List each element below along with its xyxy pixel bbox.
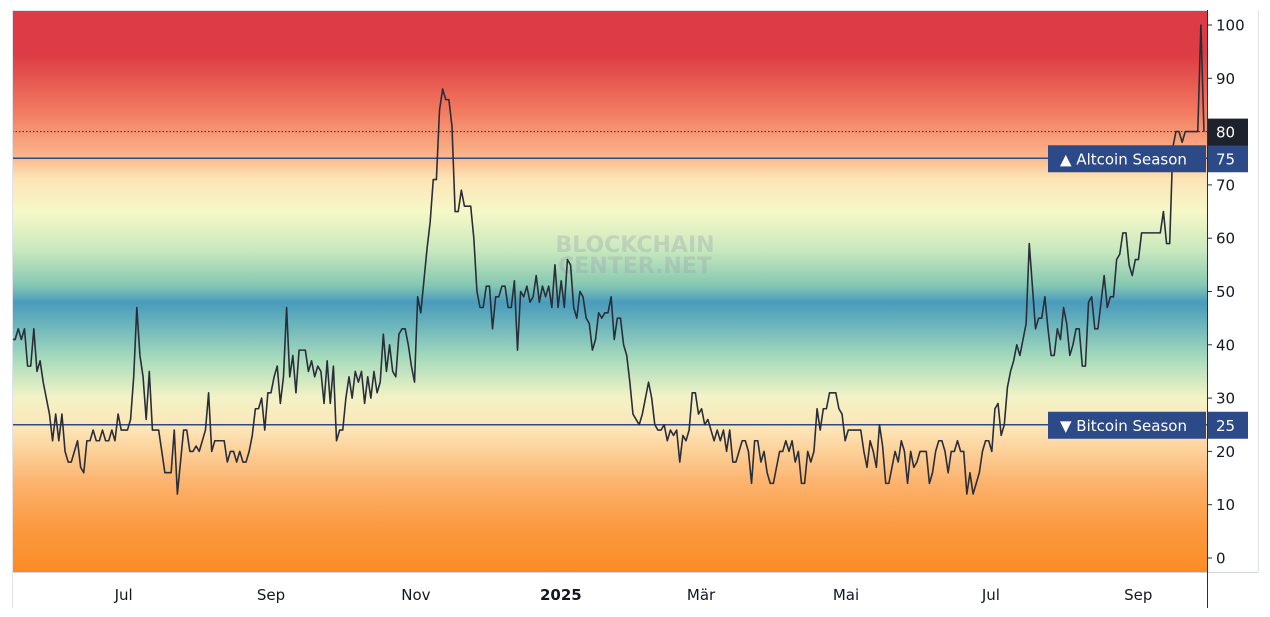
x-axis: Jul Sep Nov 2025 Mär Mai Jul Sep [12,10,1258,608]
current-value-box [1208,118,1248,146]
x-tick-label: Jul [981,586,1000,604]
y-tick-label: 50 [1216,283,1235,301]
x-tick-label: Mai [833,586,859,604]
x-tick-label: Nov [401,586,430,604]
y-tick-label: 60 [1216,230,1235,248]
watermark: BLOCKCHAIN CENTER.NET [555,233,714,279]
threshold-label-bitcoin: ▼ Bitcoin Season [1060,417,1187,435]
y-axis: 0 10 20 30 40 50 60 70 80 90 100 [1207,10,1259,608]
y-tick-label: 40 [1216,336,1235,354]
threshold-badges: ▲ Altcoin Season 75 ▼ Bitcoin Season 25 [1048,145,1248,439]
threshold-label-altcoin: ▲ Altcoin Season [1060,150,1187,168]
threshold-value-bitcoin: 25 [1216,417,1235,435]
plot-background [12,10,1207,572]
threshold-value-badge-altcoin [1208,145,1248,173]
threshold-badge-bitcoin [1048,411,1206,439]
y-tick-label: 100 [1216,17,1245,35]
y-tick-label: 0 [1216,550,1226,568]
y-tick-label: 30 [1216,390,1235,408]
x-tick-label: Mär [687,586,716,604]
x-tick-label: Jul [114,586,133,604]
watermark-line-1: BLOCKCHAIN [555,233,714,258]
y-tick-label: 10 [1216,496,1235,514]
altcoin-index-line [12,24,1205,495]
y-tick-label: 70 [1216,176,1235,194]
threshold-lines [12,157,1207,426]
current-value-text: 80 [1216,124,1235,142]
watermark-line-2: CENTER.NET [558,254,712,279]
threshold-value-altcoin: 75 [1216,150,1235,168]
threshold-badge-altcoin [1048,145,1206,173]
threshold-value-badge-bitcoin [1208,411,1248,439]
y-tick-label: 90 [1216,70,1235,88]
x-tick-label: Sep [1124,586,1152,604]
current-value-badge: 80 [1208,118,1248,146]
x-tick-label: Sep [257,586,285,604]
x-tick-label: 2025 [540,586,582,604]
y-tick-label: 20 [1216,443,1235,461]
